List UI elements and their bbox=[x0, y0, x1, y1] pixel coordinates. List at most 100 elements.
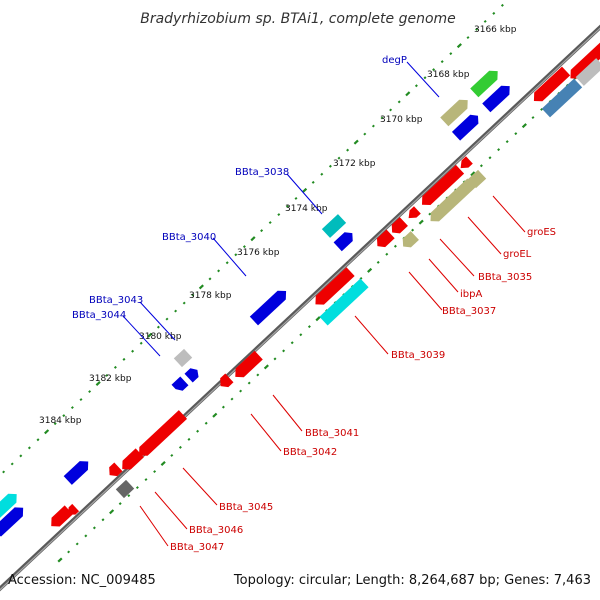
gene-label-BBta_3044[interactable]: BBta_3044 bbox=[72, 310, 126, 321]
outer-track-tick bbox=[95, 381, 101, 386]
inner-track-tick bbox=[315, 316, 321, 322]
inner-track-tick bbox=[411, 228, 415, 232]
outer-track-tick bbox=[208, 277, 212, 281]
outer-track-tick bbox=[320, 172, 324, 176]
outer-track-tick bbox=[165, 317, 169, 321]
leader-BBta_3041 bbox=[272, 394, 303, 432]
gene-arrow[interactable] bbox=[575, 58, 600, 86]
gene-arrow[interactable] bbox=[451, 111, 482, 141]
gene-arrow[interactable] bbox=[65, 503, 80, 518]
inner-track-tick bbox=[488, 156, 492, 160]
inner-track-tick bbox=[221, 405, 225, 409]
inner-track-tick bbox=[479, 164, 483, 168]
outer-track-tick bbox=[337, 156, 341, 160]
gene-arrow[interactable] bbox=[373, 229, 395, 250]
gene-label-BBta_3039[interactable]: BBta_3039 bbox=[391, 350, 445, 361]
gene-arrow[interactable] bbox=[63, 457, 93, 485]
leader-BBta_3040 bbox=[212, 237, 247, 277]
outer-track-tick bbox=[19, 454, 23, 458]
gene-arrow[interactable] bbox=[440, 96, 472, 127]
gene-arrow[interactable] bbox=[184, 366, 202, 383]
gene-label-groEL[interactable]: groEL bbox=[503, 249, 532, 260]
gene-arrow[interactable] bbox=[118, 448, 144, 473]
outer-track-tick bbox=[250, 236, 256, 242]
genome-title: Bradyrhizobium sp. BTAi1, complete genom… bbox=[140, 11, 456, 27]
gene-arrow[interactable] bbox=[530, 66, 571, 106]
gene-label-BBta_3035[interactable]: BBta_3035 bbox=[478, 272, 532, 283]
gene-arrow[interactable] bbox=[217, 373, 234, 391]
gene-arrow[interactable] bbox=[0, 503, 27, 537]
inner-track-tick bbox=[263, 364, 269, 370]
inner-track-tick bbox=[521, 123, 527, 129]
gene-arrow[interactable] bbox=[173, 348, 193, 368]
gene-arrow[interactable] bbox=[311, 267, 355, 309]
genome-backbone-highlight bbox=[0, 27, 600, 591]
kbp-label-3166: 3166 kbp bbox=[474, 25, 517, 35]
outer-track-tick bbox=[285, 204, 289, 208]
gene-arrow[interactable] bbox=[418, 164, 465, 209]
outer-track-tick bbox=[174, 309, 178, 313]
gene-arrow[interactable] bbox=[405, 206, 421, 221]
outer-track-tick bbox=[260, 229, 264, 233]
gene-arrow[interactable] bbox=[470, 67, 502, 98]
gene-arrow[interactable] bbox=[541, 78, 583, 118]
inner-track-tick bbox=[204, 421, 208, 425]
outer-track-tick bbox=[449, 52, 453, 56]
leader-BBta_3039 bbox=[354, 315, 389, 355]
inner-track-tick bbox=[239, 389, 243, 393]
outer-track-tick bbox=[225, 261, 229, 265]
leader-BBta_3042 bbox=[250, 413, 282, 452]
outer-track-tick bbox=[122, 357, 126, 361]
gene-arrow[interactable] bbox=[457, 156, 473, 171]
gene-arrow[interactable] bbox=[399, 231, 419, 251]
gene-label-BBta_3040[interactable]: BBta_3040 bbox=[162, 232, 216, 243]
outer-track-tick bbox=[105, 373, 109, 377]
gene-arrow[interactable] bbox=[47, 505, 73, 530]
gene-label-ibpA[interactable]: ibpA bbox=[460, 289, 482, 300]
gene-arrow[interactable] bbox=[171, 376, 189, 394]
outer-track-tick bbox=[70, 406, 74, 410]
leader-degP bbox=[406, 61, 440, 98]
gene-labels-reverse: groES groEL BBta_3035 ibpA BBta_3037 BBt… bbox=[170, 227, 556, 553]
gene-arrow[interactable] bbox=[426, 178, 476, 226]
gene-arrow[interactable] bbox=[482, 82, 514, 113]
gene-label-BBta_3041[interactable]: BBta_3041 bbox=[305, 428, 359, 439]
gene-label-groES[interactable]: groES bbox=[527, 227, 556, 238]
outer-track-tick bbox=[302, 187, 308, 193]
gene-label-BBta_3047[interactable]: BBta_3047 bbox=[170, 542, 224, 553]
outer-track-tick bbox=[440, 60, 444, 64]
gene-arrow[interactable] bbox=[0, 490, 21, 521]
gene-arrow[interactable] bbox=[388, 217, 408, 237]
inner-track-tick bbox=[282, 349, 286, 353]
inner-track-tick bbox=[153, 470, 157, 474]
outer-track-tick bbox=[113, 365, 117, 369]
kbp-label-3172: 3172 kbp bbox=[333, 159, 376, 169]
gene-label-BBta_3046[interactable]: BBta_3046 bbox=[189, 525, 243, 536]
gene-arrow[interactable] bbox=[321, 214, 347, 238]
outer-track-tick bbox=[371, 124, 375, 128]
inner-track-tick bbox=[178, 445, 182, 449]
gene-arrow[interactable] bbox=[249, 287, 290, 326]
gene-label-degP[interactable]: degP bbox=[382, 55, 407, 66]
gene-arrow[interactable] bbox=[333, 229, 357, 252]
gene-label-BBta_3038[interactable]: BBta_3038 bbox=[235, 167, 289, 178]
inner-track-tick bbox=[92, 526, 96, 530]
gene-label-BBta_3042[interactable]: BBta_3042 bbox=[283, 447, 337, 458]
gene-label-BBta_3045[interactable]: BBta_3045 bbox=[219, 502, 273, 513]
outer-track-tick bbox=[10, 462, 14, 466]
gene-label-BBta_3043[interactable]: BBta_3043 bbox=[89, 295, 143, 306]
gene-arrow[interactable] bbox=[135, 410, 188, 460]
gene-arrow[interactable] bbox=[231, 350, 263, 382]
leader-BBta_3046 bbox=[154, 491, 188, 530]
outer-tick-track bbox=[2, 3, 504, 474]
gene-label-BBta_3037[interactable]: BBta_3037 bbox=[442, 306, 496, 317]
inner-track-tick bbox=[170, 453, 174, 457]
outer-track-tick bbox=[389, 108, 393, 112]
gene-arrow[interactable] bbox=[319, 278, 369, 326]
outer-track-tick bbox=[456, 43, 462, 49]
gene-arrow[interactable] bbox=[467, 169, 487, 189]
gene-arrow[interactable] bbox=[106, 462, 123, 480]
inner-track-tick bbox=[67, 550, 71, 554]
gene-arrow[interactable] bbox=[115, 479, 135, 499]
